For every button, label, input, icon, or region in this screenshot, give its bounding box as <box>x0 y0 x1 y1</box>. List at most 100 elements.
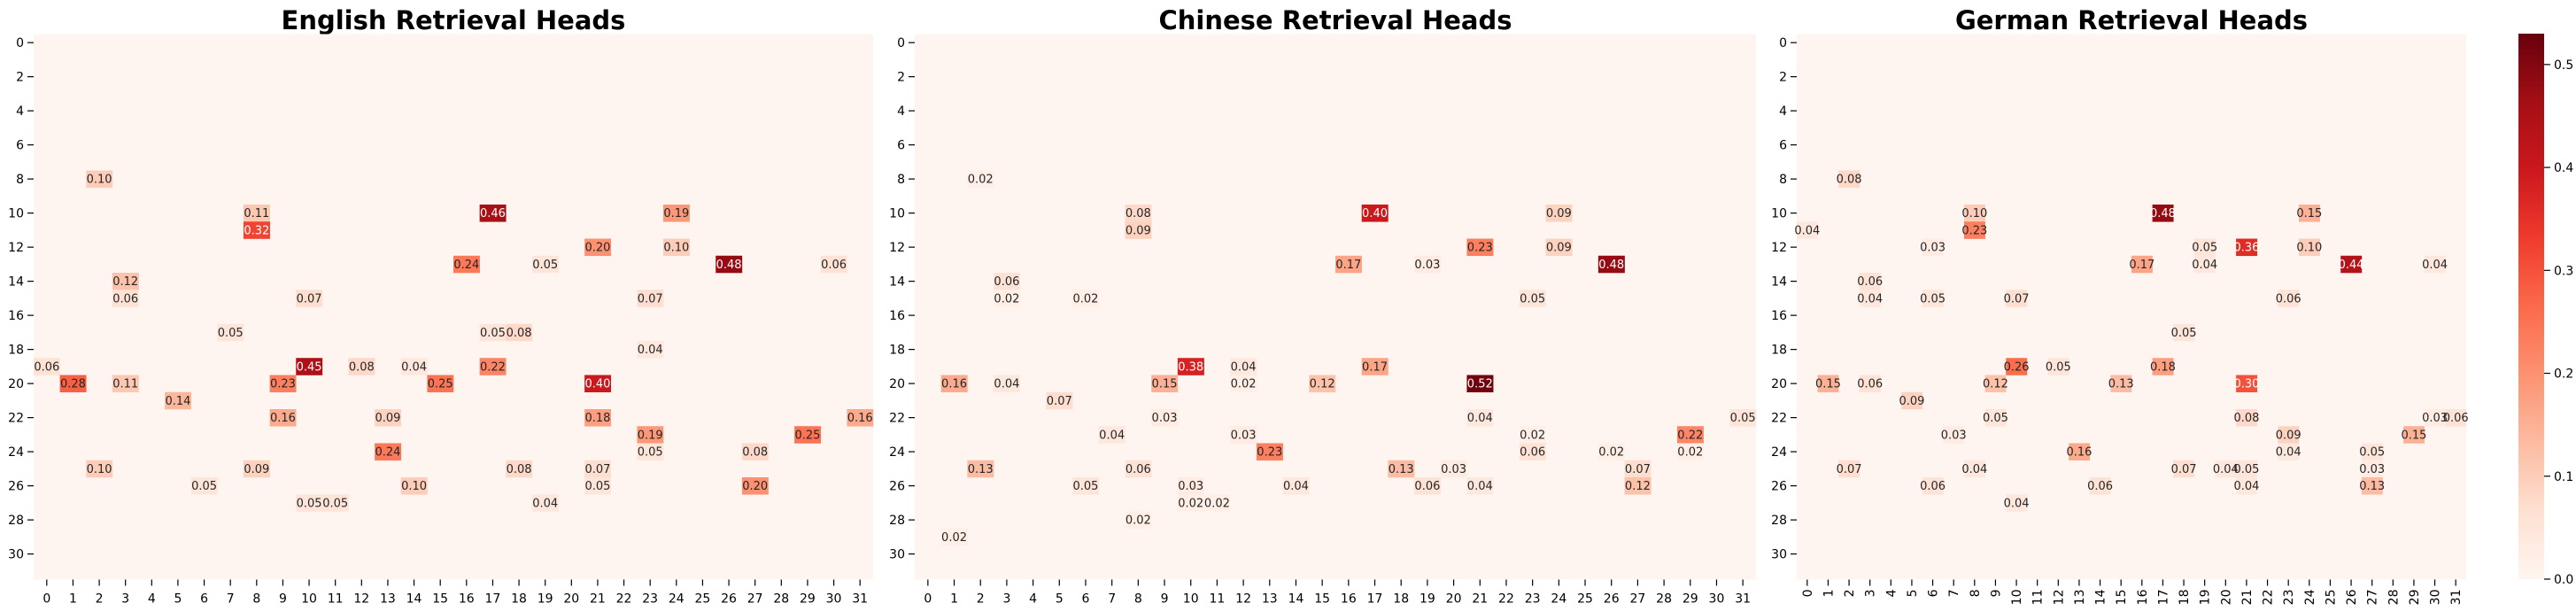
x-tick-label: 19 <box>1420 592 1435 607</box>
x-tick-label: 5 <box>1906 590 1920 598</box>
y-tick-label: 8 <box>16 173 24 187</box>
cell-value-label: 0.10 <box>2296 242 2322 255</box>
x-tick-label: 17 <box>1367 592 1383 607</box>
heatmap-cell <box>1519 443 1546 461</box>
heatmap-cell <box>741 477 769 495</box>
x-tick-label: 24 <box>1551 592 1566 607</box>
x-tick-label: 20 <box>563 592 579 607</box>
x-tick-label: 14 <box>1288 592 1304 607</box>
x-tick-label: 4 <box>1029 592 1037 607</box>
x-tick-label: 1 <box>1822 590 1836 598</box>
heatmap-cell <box>663 238 690 257</box>
heatmap-cell <box>1859 290 1881 307</box>
heatmap-cell <box>2340 255 2363 274</box>
cell-value-label: 0.03 <box>1178 480 1203 493</box>
heatmap-cell <box>479 323 507 342</box>
x-tick-label: 26 <box>721 592 737 607</box>
cell-value-label: 0.10 <box>401 480 427 493</box>
cell-value-label: 0.06 <box>1857 275 1883 289</box>
x-tick-label: 29 <box>1683 592 1698 607</box>
x-tick-label: 18 <box>2178 590 2192 606</box>
cell-value-label: 0.48 <box>1598 259 1624 272</box>
cell-value-label: 0.08 <box>507 463 532 476</box>
heatmap-cell <box>1282 477 1310 495</box>
heatmap-cell <box>2236 409 2258 427</box>
cell-value-label: 0.04 <box>2213 463 2239 476</box>
cell-value-label: 0.03 <box>2422 412 2448 425</box>
x-tick-label: 28 <box>1656 592 1672 607</box>
x-tick-label: 22 <box>1498 592 1514 607</box>
x-tick-label: 6 <box>1082 592 1090 607</box>
heatmap-cell <box>1177 477 1204 495</box>
heatmap-cell <box>1230 375 1257 393</box>
y-tick-label: 8 <box>1779 173 1787 187</box>
heatmap-cell <box>1125 511 1152 530</box>
x-tick-label: 14 <box>406 592 422 607</box>
heatmap-cell <box>86 460 113 478</box>
heatmap-cell <box>584 477 612 495</box>
heatmap-cell <box>453 255 480 274</box>
heatmap-cell <box>1151 375 1179 393</box>
heatmap-cell <box>1922 238 1944 257</box>
x-tick-label: 13 <box>380 592 396 607</box>
cell-value-label: 0.09 <box>244 463 269 476</box>
x-tick-label: 7 <box>1108 592 1116 607</box>
y-tick-label: 18 <box>8 344 24 358</box>
heatmap-cell <box>112 273 139 290</box>
cell-value-label: 0.16 <box>2066 446 2092 460</box>
cell-value-label: 0.06 <box>112 292 138 306</box>
cell-value-label: 0.05 <box>191 480 217 493</box>
heatmap-cell <box>2069 443 2091 461</box>
cell-value-label: 0.05 <box>2359 446 2385 460</box>
y-tick-label: 12 <box>1771 241 1787 255</box>
heatmap-cell <box>1414 255 1442 274</box>
cell-value-label: 0.04 <box>2276 446 2301 460</box>
cell-value-label: 0.07 <box>1625 463 1651 476</box>
cell-value-label: 0.12 <box>1625 480 1651 493</box>
cell-value-label: 0.04 <box>1231 360 1257 374</box>
heatmap-cell <box>1676 443 1704 461</box>
x-tick-label: 9 <box>1989 590 2003 598</box>
cell-value-label: 0.04 <box>1099 429 1125 442</box>
x-tick-label: 27 <box>747 592 763 607</box>
heatmap-cell <box>1838 460 1860 478</box>
heatmap-cell <box>2131 255 2153 274</box>
cell-value-label: 0.07 <box>297 292 322 306</box>
cell-value-label: 0.09 <box>1546 207 1572 220</box>
cell-value-label: 0.02 <box>1520 429 1545 442</box>
cell-value-label: 0.32 <box>244 224 269 237</box>
heatmap-cell <box>506 460 533 478</box>
cell-value-label: 0.09 <box>1899 395 1924 408</box>
heatmap-cell <box>2278 290 2300 307</box>
cell-value-label: 0.30 <box>2233 378 2259 391</box>
cell-value-label: 0.04 <box>1857 292 1883 306</box>
x-tick-label: 21 <box>590 592 606 607</box>
x-tick-label: 26 <box>1604 592 1620 607</box>
cell-value-label: 0.05 <box>322 497 348 510</box>
x-tick-label: 24 <box>2303 589 2317 605</box>
y-tick-label: 20 <box>8 377 24 391</box>
cell-value-label: 0.18 <box>584 412 610 425</box>
heatmap-cell <box>940 528 968 546</box>
x-tick-label: 27 <box>2366 590 2380 606</box>
y-tick-label: 14 <box>8 275 24 290</box>
cell-value-label: 0.05 <box>1520 292 1545 306</box>
heatmap-cell <box>190 477 218 495</box>
heatmap-cell <box>2006 358 2028 375</box>
heatmap-cell <box>940 375 968 393</box>
x-tick-label: 10 <box>1183 592 1199 607</box>
x-tick-label: 13 <box>2073 590 2087 606</box>
cell-value-label: 0.12 <box>1983 378 2008 391</box>
heatmap-cell <box>1984 375 2007 393</box>
heatmap-cell <box>1230 426 1257 444</box>
cell-value-label: 0.07 <box>1837 463 1862 476</box>
heatmap-cell <box>2361 443 2383 461</box>
heatmap-cell <box>1151 409 1179 427</box>
y-tick-label: 12 <box>8 241 24 255</box>
cell-value-label: 0.06 <box>2443 412 2469 425</box>
x-tick-label: 22 <box>2262 590 2276 606</box>
x-tick-label: 23 <box>642 592 658 607</box>
heatmap-cell <box>2006 290 2028 307</box>
y-tick-label: 22 <box>8 412 24 426</box>
heatmap-cell <box>1964 221 1985 239</box>
